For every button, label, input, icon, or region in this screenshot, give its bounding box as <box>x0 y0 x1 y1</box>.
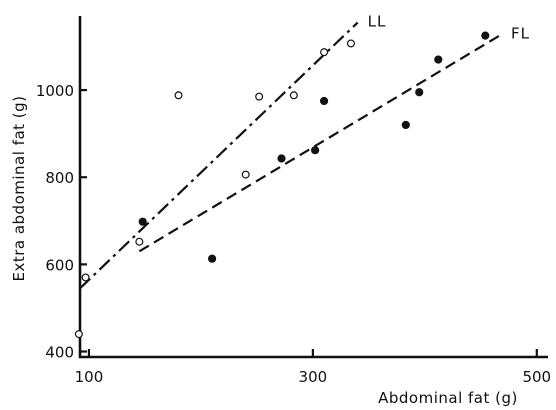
y-tick-label: 600 <box>45 256 74 274</box>
data-point-ll <box>74 330 83 339</box>
data-point-ll <box>81 273 90 282</box>
x-tick-label: 500 <box>522 368 551 386</box>
x-tick-label: 300 <box>299 368 328 386</box>
data-point-ll <box>346 39 355 48</box>
data-point-fl <box>401 120 410 130</box>
data-point-fl <box>434 55 443 64</box>
labels: LL FL <box>368 13 530 43</box>
y-tick-label: 400 <box>45 344 74 362</box>
data-point-ll <box>289 91 298 100</box>
y-tick-label: 800 <box>45 169 74 187</box>
series-label-ll: LL <box>368 13 387 31</box>
y-axis-title: Extra abdominal fat (g) <box>10 95 28 281</box>
data-point-ll <box>241 170 250 179</box>
data-point-ll <box>320 48 329 57</box>
y-tick-label: 1000 <box>36 82 74 100</box>
series-label-fl: FL <box>511 25 530 43</box>
data-point-ll <box>255 92 264 101</box>
x-tick-label: 100 <box>75 368 104 386</box>
data-point-fl <box>277 154 286 163</box>
fit-lines <box>79 21 502 290</box>
data-point-fl <box>481 31 490 40</box>
data-point-fl <box>415 88 424 97</box>
data-point-fl <box>311 146 320 155</box>
data-point-fl <box>319 96 329 106</box>
data-point-ll <box>174 91 183 100</box>
x-axis-title: Abdominal fat (g) <box>378 389 518 407</box>
data-point-fl <box>208 254 217 263</box>
data-point-ll <box>135 237 144 246</box>
fit-line-ll <box>79 21 359 290</box>
data-points <box>74 31 490 339</box>
data-point-fl <box>138 217 147 226</box>
fit-line-fl <box>138 33 502 253</box>
